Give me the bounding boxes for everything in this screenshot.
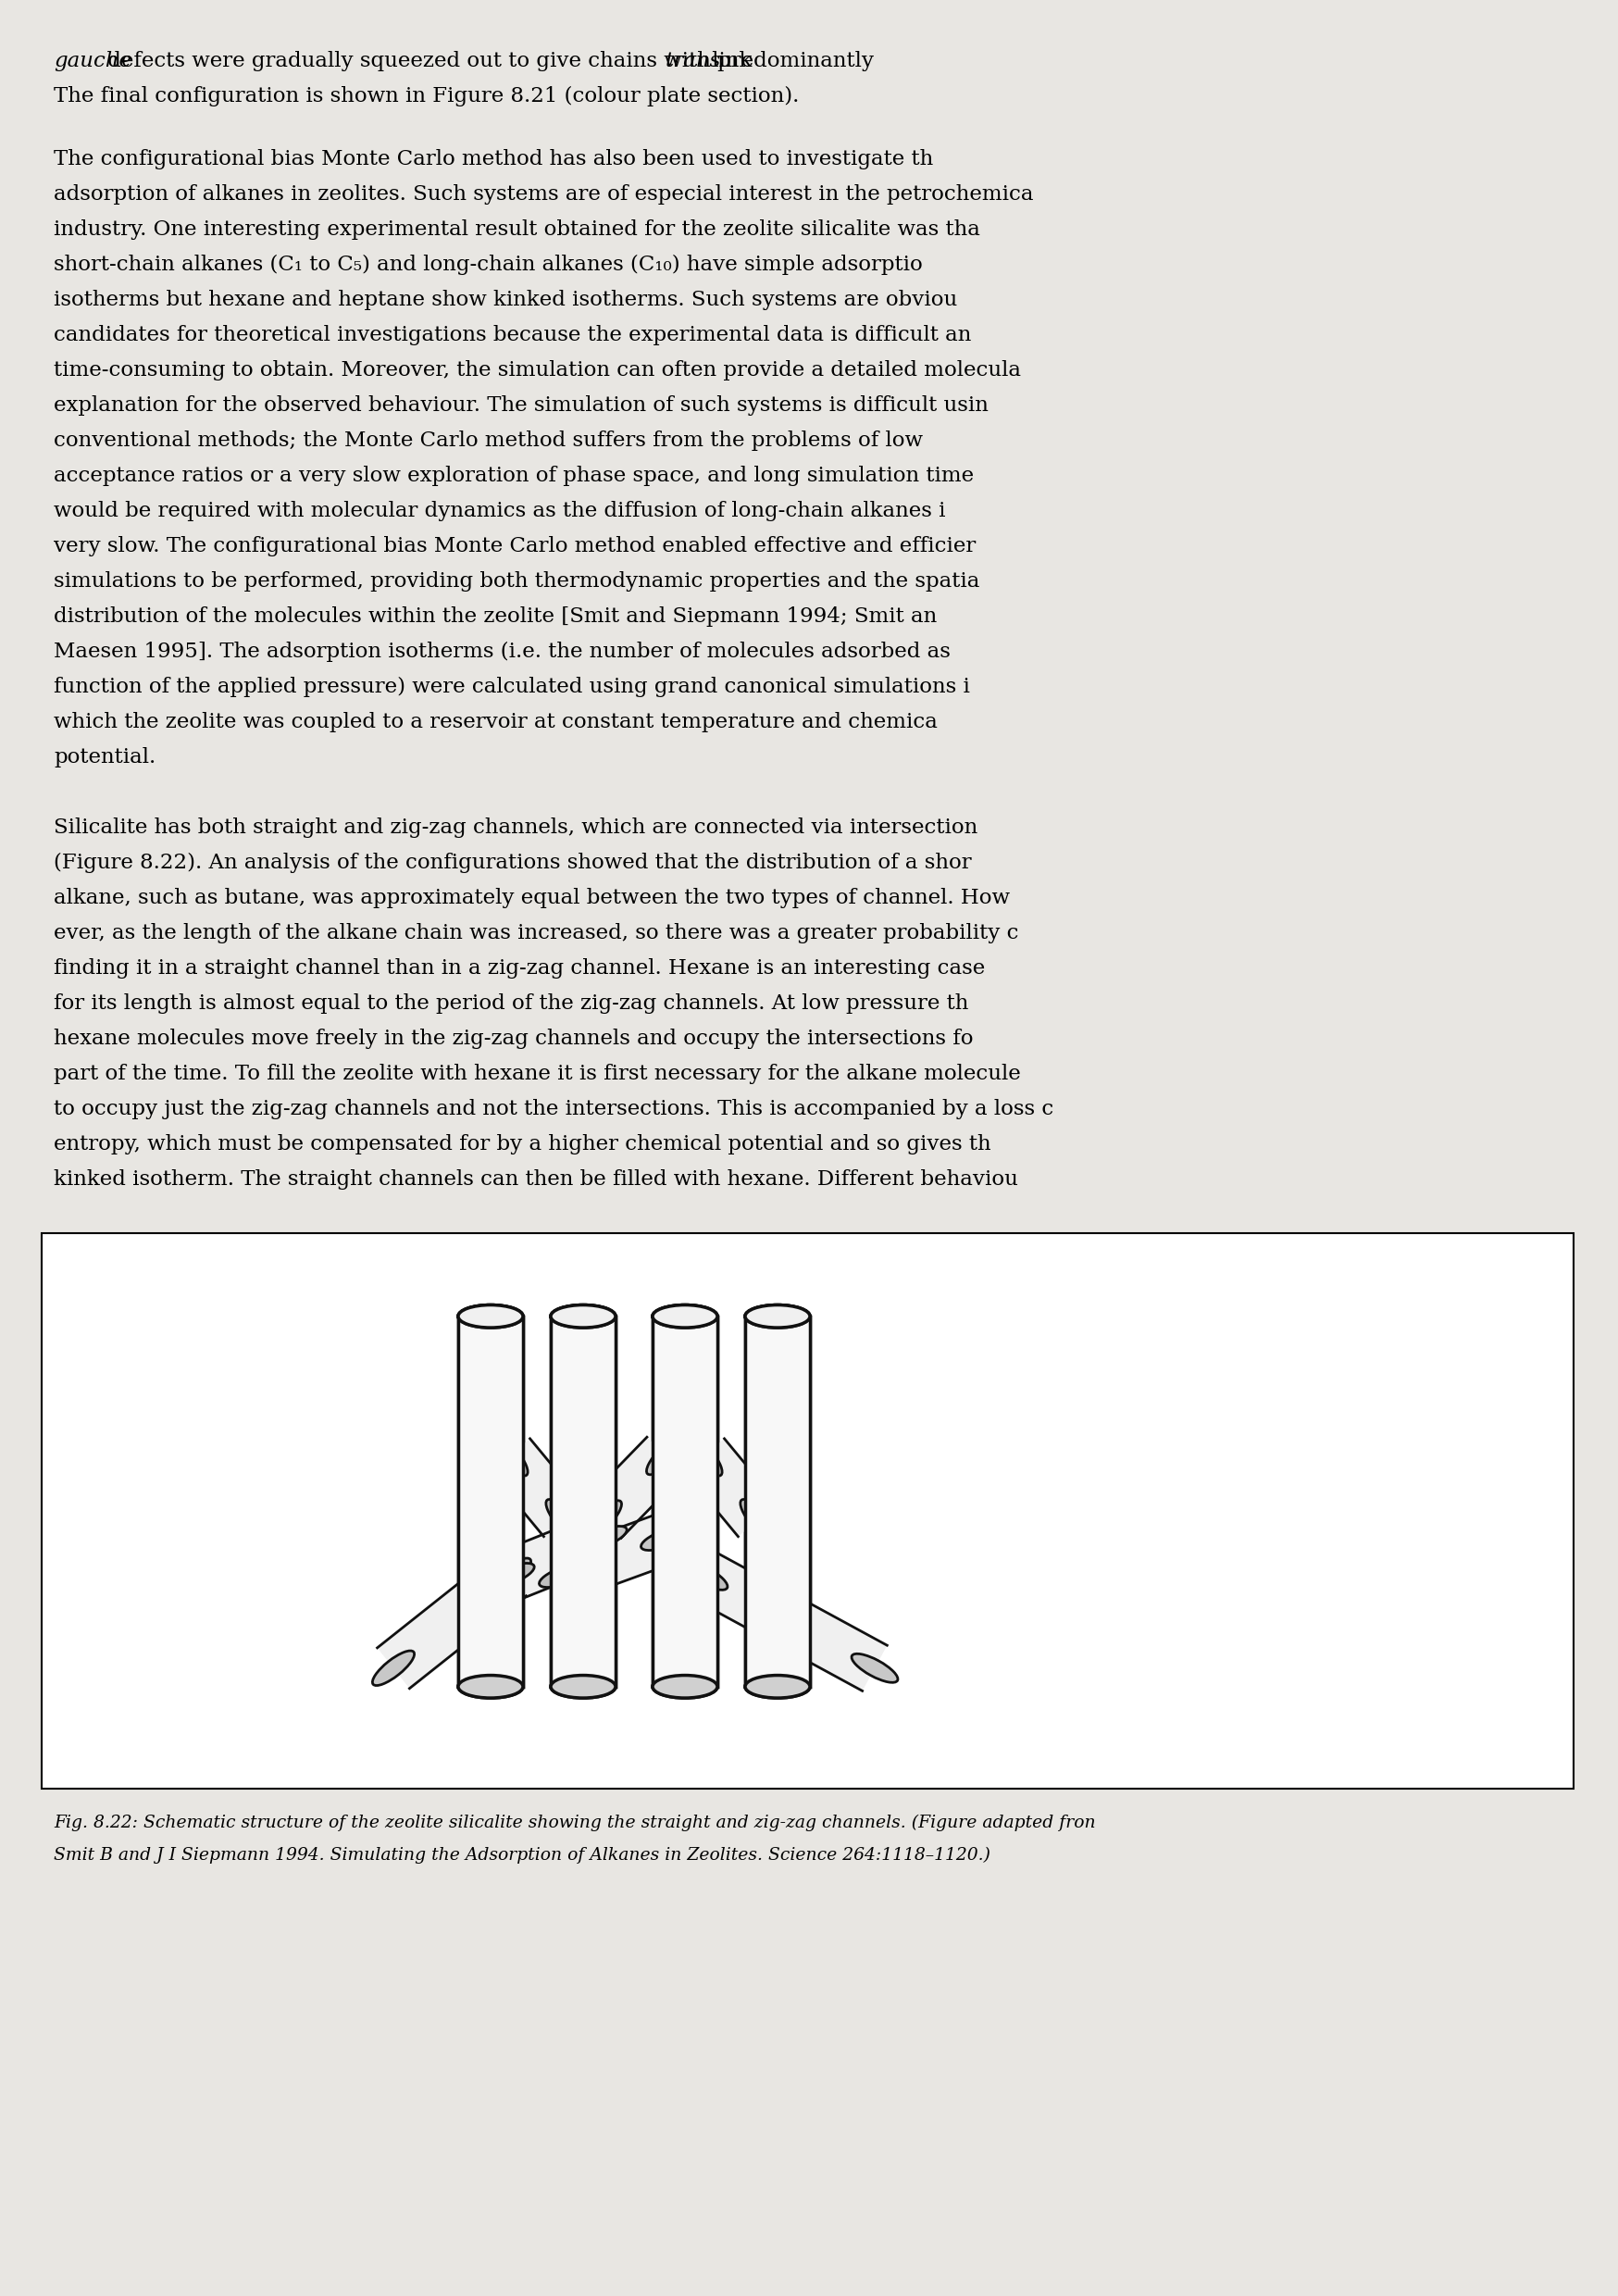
Ellipse shape [681, 1561, 728, 1589]
Bar [746, 1316, 811, 1688]
Ellipse shape [550, 1304, 615, 1327]
Bar [652, 1316, 717, 1688]
Text: function of the applied pressure) were calculated using grand canonical simulati: function of the applied pressure) were c… [53, 677, 969, 698]
Text: adsorption of alkanes in zeolites. Such systems are of especial interest in the : adsorption of alkanes in zeolites. Such … [53, 184, 1034, 204]
Text: hexane molecules move freely in the zig-zag channels and occupy the intersection: hexane molecules move freely in the zig-… [53, 1029, 974, 1049]
Ellipse shape [584, 1502, 621, 1538]
Text: industry. One interesting experimental result obtained for the zeolite silicalit: industry. One interesting experimental r… [53, 220, 981, 241]
Polygon shape [555, 1513, 675, 1600]
Ellipse shape [458, 1304, 523, 1327]
Ellipse shape [539, 1564, 589, 1587]
Ellipse shape [550, 1304, 615, 1327]
Ellipse shape [458, 1304, 523, 1327]
Polygon shape [693, 1552, 887, 1690]
Text: time-consuming to obtain. Moreover, the simulation can often provide a detailed : time-consuming to obtain. Moreover, the … [53, 360, 1021, 381]
Ellipse shape [641, 1527, 689, 1550]
Ellipse shape [492, 1435, 527, 1476]
Text: very slow. The configurational bias Monte Carlo method enabled effective and eff: very slow. The configurational bias Mont… [53, 537, 976, 558]
Ellipse shape [652, 1304, 717, 1327]
Polygon shape [377, 1554, 526, 1688]
Text: simulations to be performed, providing both thermodynamic properties and the spa: simulations to be performed, providing b… [53, 572, 979, 592]
Ellipse shape [652, 1676, 717, 1699]
Text: to occupy just the zig-zag channels and not the intersections. This is accompani: to occupy just the zig-zag channels and … [53, 1100, 1053, 1120]
Polygon shape [684, 1440, 778, 1536]
Ellipse shape [485, 1564, 534, 1589]
Text: ever, as the length of the alkane chain was increased, so there was a greater pr: ever, as the length of the alkane chain … [53, 923, 1019, 944]
Text: which the zeolite was coupled to a reservoir at constant temperature and chemica: which the zeolite was coupled to a reser… [53, 712, 937, 732]
Ellipse shape [746, 1304, 811, 1327]
Text: link: link [705, 51, 751, 71]
Text: isotherms but hexane and heptane show kinked isotherms. Such systems are obviou: isotherms but hexane and heptane show ki… [53, 289, 958, 310]
Text: distribution of the molecules within the zeolite [Smit and Siepmann 1994; Smit a: distribution of the molecules within the… [53, 606, 937, 627]
Bar [746, 1316, 811, 1688]
Ellipse shape [652, 1304, 717, 1327]
Text: The configurational bias Monte Carlo method has also been used to investigate th: The configurational bias Monte Carlo met… [53, 149, 934, 170]
Ellipse shape [686, 1435, 722, 1476]
Text: The final configuration is shown in Figure 8.21 (colour plate section).: The final configuration is shown in Figu… [53, 85, 799, 106]
Polygon shape [490, 1440, 584, 1536]
Text: Silicalite has both straight and zig-zag channels, which are connected via inter: Silicalite has both straight and zig-zag… [53, 817, 977, 838]
Text: trans: trans [665, 51, 722, 71]
Text: part of the time. To fill the zeolite with hexane it is first necessary for the : part of the time. To fill the zeolite wi… [53, 1063, 1021, 1084]
Polygon shape [584, 1437, 684, 1538]
Text: entropy, which must be compensated for by a higher chemical potential and so giv: entropy, which must be compensated for b… [53, 1134, 990, 1155]
Bar [458, 1316, 523, 1688]
Text: Smit B and J I Siepmann 1994. Simulating the Adsorption of Alkanes in Zeolites. : Smit B and J I Siepmann 1994. Simulating… [53, 1846, 990, 1864]
Text: gauche: gauche [53, 51, 131, 71]
Text: (Figure 8.22). An analysis of the configurations showed that the distribution of: (Figure 8.22). An analysis of the config… [53, 854, 971, 872]
Text: finding it in a straight channel than in a zig-zag channel. Hexane is an interes: finding it in a straight channel than in… [53, 960, 985, 978]
Text: explanation for the observed behaviour. The simulation of such systems is diffic: explanation for the observed behaviour. … [53, 395, 989, 416]
Text: defects were gradually squeezed out to give chains with predominantly: defects were gradually squeezed out to g… [102, 51, 880, 71]
Text: short-chain alkanes (C₁ to C₅) and long-chain alkanes (C₁₀) have simple adsorpti: short-chain alkanes (C₁ to C₅) and long-… [53, 255, 922, 276]
Ellipse shape [545, 1499, 581, 1541]
Bar [550, 1316, 615, 1688]
Text: for its length is almost equal to the period of the zig-zag channels. At low pre: for its length is almost equal to the pe… [53, 994, 969, 1015]
Text: kinked isotherm. The straight channels can then be filled with hexane. Different: kinked isotherm. The straight channels c… [53, 1169, 1018, 1189]
Ellipse shape [578, 1527, 626, 1550]
Text: would be required with molecular dynamics as the diffusion of long-chain alkanes: would be required with molecular dynamic… [53, 501, 945, 521]
Text: Maesen 1995]. The adsorption isotherms (i.e. the number of molecules adsorbed as: Maesen 1995]. The adsorption isotherms (… [53, 643, 950, 664]
Bar [42, 1233, 1574, 1789]
Ellipse shape [489, 1559, 531, 1593]
Text: Fig. 8.22: Schematic structure of the zeolite silicalite showing the straight an: Fig. 8.22: Schematic structure of the ze… [53, 1814, 1095, 1832]
Ellipse shape [851, 1653, 898, 1683]
Bar [458, 1316, 523, 1688]
Text: candidates for theoretical investigations because the experimental data is diffi: candidates for theoretical investigation… [53, 326, 971, 347]
Ellipse shape [647, 1435, 684, 1474]
Polygon shape [500, 1515, 612, 1600]
Ellipse shape [458, 1676, 523, 1699]
Ellipse shape [458, 1676, 523, 1699]
Bar [652, 1316, 717, 1688]
Text: acceptance ratios or a very slow exploration of phase space, and long simulation: acceptance ratios or a very slow explora… [53, 466, 974, 487]
Ellipse shape [652, 1304, 717, 1327]
Ellipse shape [550, 1676, 615, 1699]
Bar [550, 1316, 615, 1688]
Ellipse shape [550, 1676, 615, 1699]
Ellipse shape [746, 1304, 811, 1327]
Ellipse shape [652, 1676, 717, 1699]
Ellipse shape [746, 1676, 811, 1699]
Ellipse shape [550, 1304, 615, 1327]
Text: alkane, such as butane, was approximately equal between the two types of channel: alkane, such as butane, was approximatel… [53, 889, 1010, 909]
Ellipse shape [372, 1651, 414, 1685]
Ellipse shape [741, 1499, 775, 1541]
Text: conventional methods; the Monte Carlo method suffers from the problems of low: conventional methods; the Monte Carlo me… [53, 432, 922, 452]
Ellipse shape [458, 1304, 523, 1327]
Text: potential.: potential. [53, 748, 155, 767]
Ellipse shape [746, 1676, 811, 1699]
Ellipse shape [746, 1304, 811, 1327]
